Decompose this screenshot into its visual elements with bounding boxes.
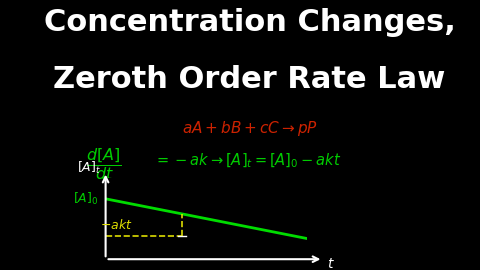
Text: $\mathit{= -ak \rightarrow [A]_t = [A]_0 - akt}$: $\mathit{= -ak \rightarrow [A]_t = [A]_0… — [154, 151, 341, 170]
Text: $\mathit{aA + bB + cC \rightarrow pP}$: $\mathit{aA + bB + cC \rightarrow pP}$ — [181, 119, 318, 138]
Text: Zeroth Order Rate Law: Zeroth Order Rate Law — [53, 65, 446, 94]
Text: $[A]_0$: $[A]_0$ — [73, 191, 99, 207]
Text: Concentration Changes,: Concentration Changes, — [44, 8, 456, 37]
Text: $\mathit{\dfrac{d[A]}{dt}}$: $\mathit{\dfrac{d[A]}{dt}}$ — [86, 146, 122, 182]
Text: $t$: $t$ — [327, 257, 335, 270]
Text: $[A]_t$: $[A]_t$ — [77, 160, 101, 176]
Text: $\mathit{-akt}$: $\mathit{-akt}$ — [100, 218, 132, 232]
